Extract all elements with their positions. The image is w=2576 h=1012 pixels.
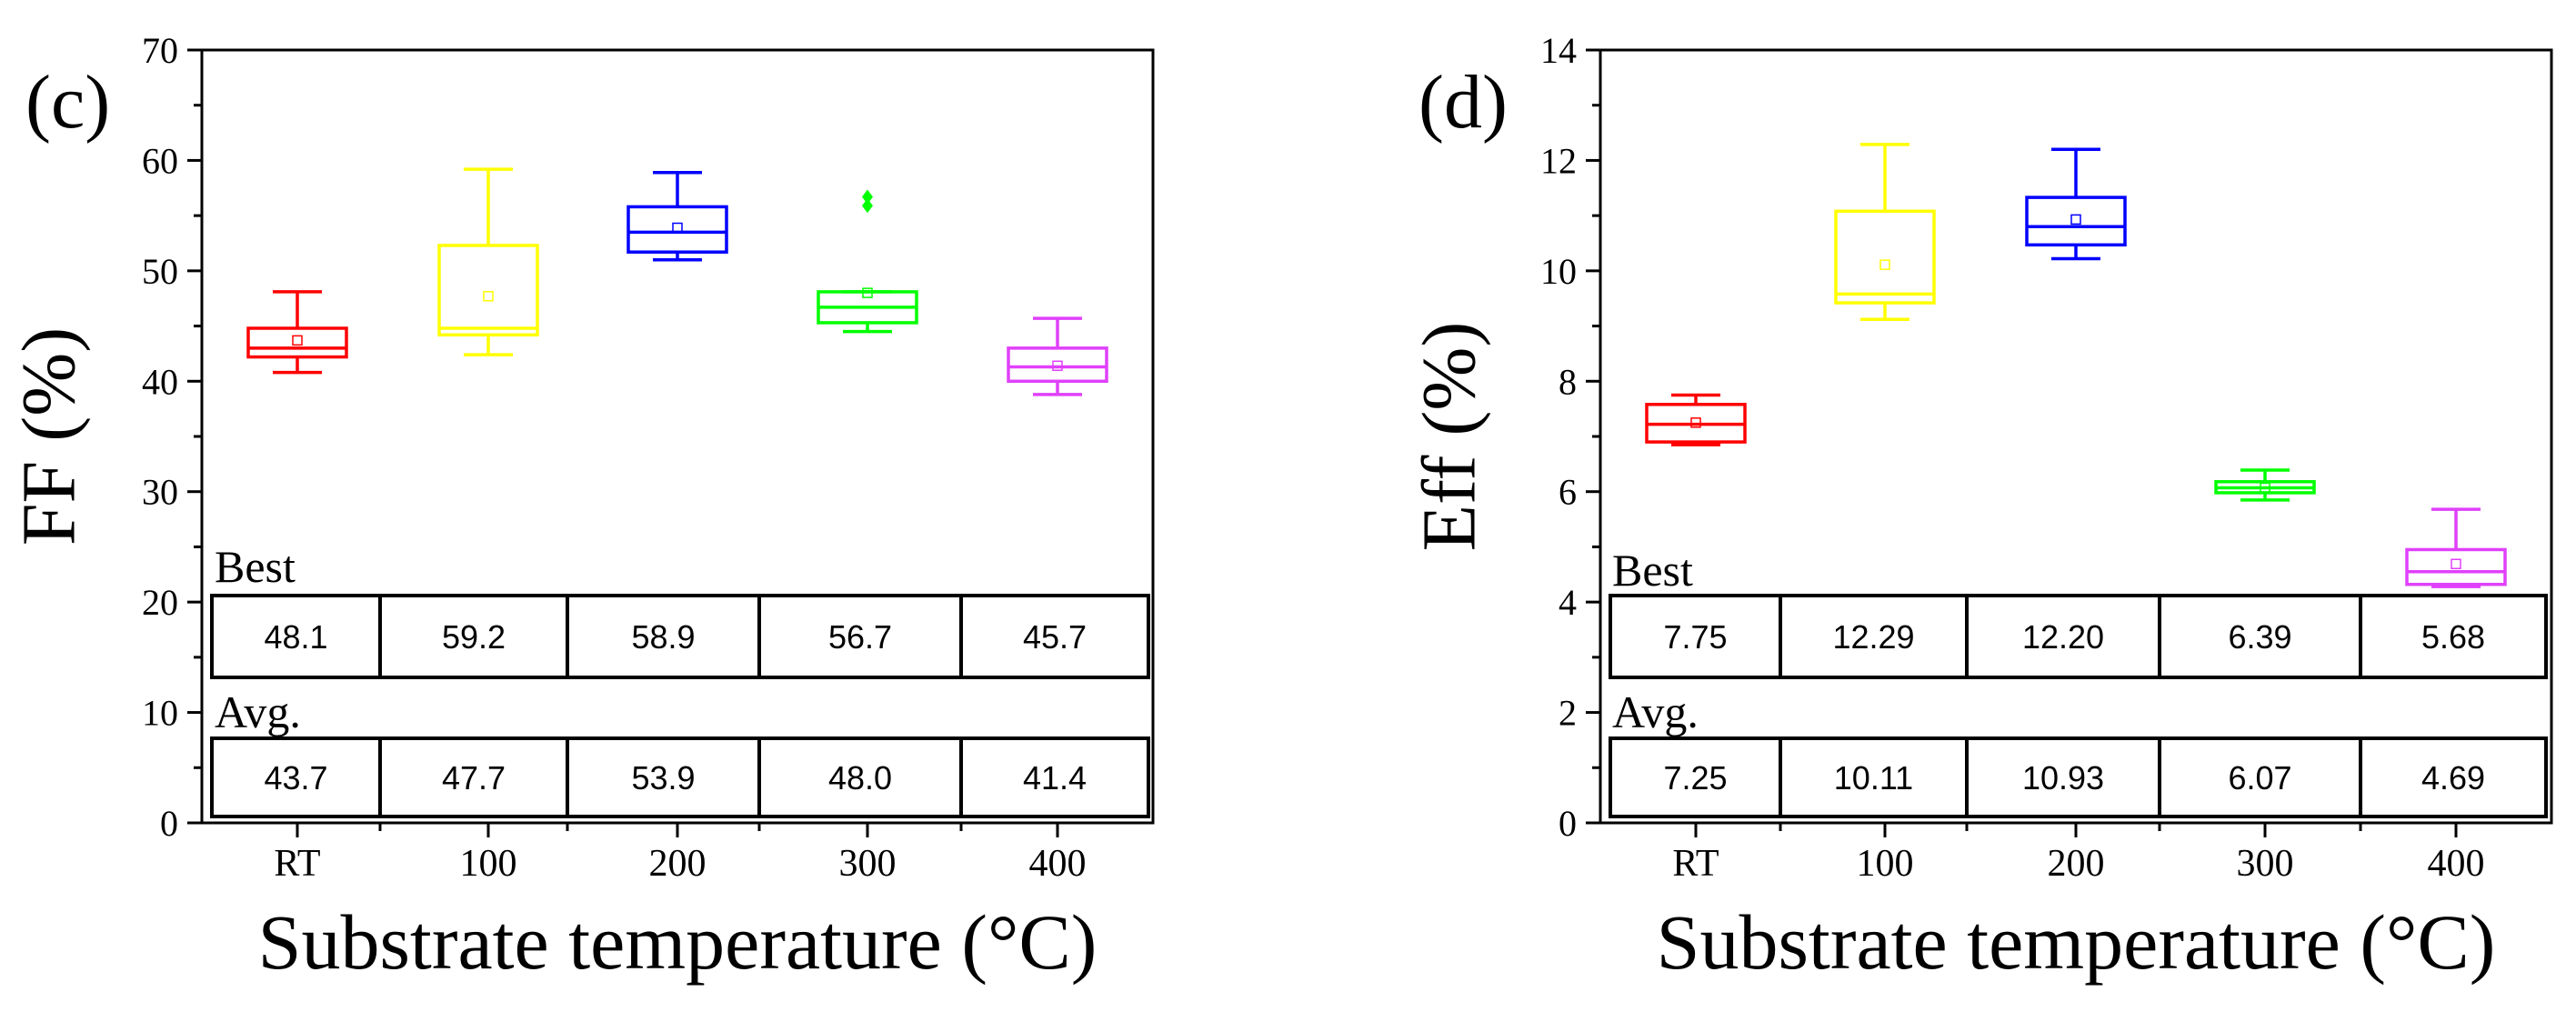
table-row-avg [210, 736, 1150, 818]
x-tick-label: 200 [2048, 843, 2105, 885]
table-cell-avg: 10.93 [2022, 759, 2104, 797]
panel-d: (d) Eff (%) Substrate temperature (°C) 0 2 4 6… [1407, 30, 2553, 986]
y-tick-label: 2 [1559, 693, 1577, 734]
panel-c: (c) FF (%) Substrate temperature (°C) 0 10 20… [6, 30, 1155, 986]
y-tick-label: 4 [1559, 582, 1577, 623]
y-tick-label: 50 [142, 251, 178, 292]
table-cell-best: 45.7 [1023, 618, 1087, 656]
table-cell-avg: 47.7 [442, 759, 506, 797]
outlier-point [862, 189, 873, 205]
table-cell-avg: 6.07 [2228, 759, 2291, 797]
x-tick-label: 400 [2428, 843, 2485, 885]
mean-marker [2070, 214, 2081, 225]
table-cell-best: 58.9 [631, 618, 695, 656]
y-tick-label: 20 [142, 582, 178, 623]
table-cell-best: 59.2 [442, 618, 506, 656]
table-avg-label: Avg. [215, 686, 301, 737]
y-tick-label: 70 [142, 30, 178, 71]
x-tick-label: 400 [1029, 843, 1087, 885]
x-tick-label: 300 [839, 843, 897, 885]
table-best-label: Best [1612, 545, 1693, 596]
box-100 [437, 244, 539, 337]
table-cell-avg: 7.25 [1663, 759, 1727, 797]
box-400 [2405, 547, 2507, 586]
box-RT [246, 326, 348, 359]
table-cell-best: 48.1 [264, 618, 327, 656]
box-200 [626, 205, 728, 254]
y-tick-label: 6 [1559, 472, 1577, 513]
mean-marker [1690, 417, 1701, 428]
plot-frame [1599, 48, 2553, 825]
table-cell-avg: 48.0 [828, 759, 892, 797]
table-cell-best: 56.7 [828, 618, 892, 656]
y-axis-title: Eff (%) [1407, 322, 1491, 552]
table-cell-best: 12.20 [2022, 618, 2104, 656]
table-cell-avg: 4.69 [2421, 759, 2485, 797]
table-row-avg [1609, 736, 2548, 818]
mean-marker [672, 222, 683, 234]
y-tick-label: 40 [142, 361, 178, 402]
panel-label: (d) [1418, 60, 1508, 145]
y-tick-label: 0 [160, 803, 178, 844]
x-axis-title: Substrate temperature (°C) [258, 898, 1098, 986]
box-200 [2025, 195, 2127, 247]
panel-label: (c) [25, 60, 110, 145]
table-best-label: Best [215, 541, 296, 592]
y-tick-label: 8 [1559, 361, 1577, 402]
x-tick-label: 100 [460, 843, 517, 885]
y-tick-label: 0 [1559, 803, 1577, 844]
table-cell-avg: 43.7 [264, 759, 327, 797]
mean-marker [483, 291, 494, 302]
table-avg-label: Avg. [1612, 686, 1699, 737]
x-tick-label: RT [274, 843, 320, 885]
x-tick-label: RT [1672, 843, 1719, 885]
mean-marker [1052, 360, 1063, 372]
table-row-best [1609, 594, 2548, 679]
mean-marker [292, 335, 303, 346]
y-axis-title: FF (%) [6, 327, 91, 546]
mean-marker [2260, 482, 2270, 494]
table-cell-avg: 41.4 [1023, 759, 1087, 797]
x-axis-title: Substrate temperature (°C) [1657, 898, 2496, 986]
y-tick-label: 10 [142, 693, 178, 734]
table-row-best [210, 594, 1150, 679]
table-cell-best: 7.75 [1663, 618, 1727, 656]
y-tick-label: 14 [1540, 30, 1577, 71]
box-400 [1007, 346, 1108, 384]
plot-frame [200, 48, 1155, 825]
table-cell-best: 12.29 [1832, 618, 1914, 656]
y-tick-label: 60 [142, 140, 178, 181]
mean-marker [2451, 558, 2461, 569]
x-tick-label: 100 [1857, 843, 1914, 885]
x-tick-label: 200 [649, 843, 707, 885]
y-tick-label: 10 [1540, 251, 1577, 292]
x-tick-label: 300 [2237, 843, 2294, 885]
outlier-point [862, 198, 873, 214]
y-tick-label: 12 [1540, 140, 1577, 181]
y-tick-label: 30 [142, 472, 178, 513]
table-cell-avg: 53.9 [631, 759, 695, 797]
mean-marker [862, 287, 873, 298]
mean-marker [1879, 259, 1890, 270]
table-cell-best: 6.39 [2228, 618, 2291, 656]
box-100 [1834, 209, 1936, 305]
table-cell-avg: 10.11 [1834, 759, 1913, 797]
table-cell-best: 5.68 [2421, 618, 2485, 656]
